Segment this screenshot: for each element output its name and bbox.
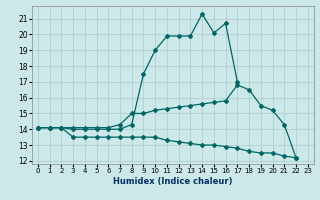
X-axis label: Humidex (Indice chaleur): Humidex (Indice chaleur) (113, 177, 233, 186)
